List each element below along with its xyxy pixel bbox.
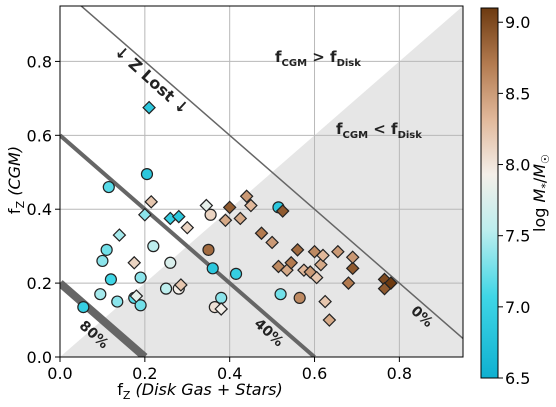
diamond-marker [199, 198, 214, 213]
diamond-marker [314, 257, 328, 272]
diamond-marker [341, 276, 356, 290]
diamond-marker [222, 200, 237, 215]
circle-marker [147, 240, 160, 253]
diamond-marker [384, 276, 398, 290]
circle-marker [104, 273, 118, 286]
x-tick-label: 0.2 [132, 364, 157, 383]
diamond-marker [239, 189, 254, 204]
diamond-marker [214, 302, 229, 316]
circle-marker [111, 295, 124, 308]
annotation-cgm-gt-disk: fCGM > fDisk [275, 48, 361, 69]
circle-marker [77, 301, 90, 314]
line-80pct-retained [60, 280, 148, 357]
x-tick-label: 0.0 [47, 364, 72, 383]
diamond-marker [112, 228, 127, 242]
y-tick-label: 0.4 [27, 200, 52, 219]
diamond-marker [309, 270, 324, 285]
diamond-marker [331, 244, 345, 259]
diamond-marker [171, 209, 186, 224]
diamond-marker [307, 244, 322, 259]
disk-dominated-region [60, 6, 463, 357]
diamond-marker [174, 278, 188, 292]
diamond-marker [254, 226, 269, 241]
circle-marker [229, 267, 243, 280]
circle-marker [134, 271, 147, 284]
diamond-marker [345, 261, 360, 276]
circle-marker [94, 288, 107, 301]
colorbar-gradient [480, 7, 499, 379]
circle-marker [140, 168, 154, 181]
diamond-marker [218, 213, 233, 228]
diamond-marker [275, 204, 290, 218]
colorbar-tick-label: 8.5 [505, 84, 530, 103]
circle-marker [164, 256, 177, 269]
diamond-marker [180, 220, 195, 235]
y-axis-title: fZ (CGM) [5, 146, 27, 214]
circle-marker [96, 254, 109, 268]
circle-marker [215, 291, 228, 304]
line-0pct-retained [80, 6, 463, 340]
diamond-marker [244, 198, 258, 213]
x-tick-label: 0.6 [302, 364, 327, 383]
x-axis-ticks: 0.0 0.2 0.4 0.6 0.8 [47, 357, 412, 383]
circle-marker [134, 299, 147, 312]
colorbar-tick-label: 6.5 [505, 369, 530, 388]
colorbar-tick-label: 8.0 [505, 156, 530, 175]
x-axis-title: fZ (Disk Gas + Stars) [117, 380, 282, 402]
circle-marker [274, 288, 287, 301]
plot-area [60, 6, 463, 357]
y-tick-label: 0.6 [27, 126, 52, 145]
circle-marker [204, 208, 217, 221]
metal-retention-lines [60, 6, 463, 357]
diamond-marker [290, 243, 305, 257]
diamond-marker [127, 255, 142, 270]
plot-frame [59, 5, 464, 358]
circle-marker [102, 180, 115, 194]
colorbar-tick-label: 7.0 [505, 298, 530, 317]
circle-marker [159, 282, 173, 295]
diamond-marker [345, 250, 360, 265]
x-tick-label: 0.4 [217, 364, 242, 383]
colorbar-tick-label: 9.0 [505, 13, 530, 32]
circle-marker [202, 243, 215, 256]
diamond-marker [137, 207, 152, 222]
diamond-marker [142, 100, 156, 115]
y-tick-label: 0.8 [27, 52, 52, 71]
diamond-marker [129, 289, 144, 303]
y-tick-label: 0.0 [27, 348, 52, 367]
diamond-marker [144, 194, 159, 209]
colorbar-label: log M*/M☉ [530, 154, 552, 232]
diamond-marker [265, 235, 279, 250]
diamond-marker [318, 294, 332, 309]
line-40pct-retained [60, 133, 316, 357]
colorbar-ticks: 6.5 7.0 7.5 8.0 8.5 9.0 [498, 13, 530, 388]
y-tick-label: 0.2 [27, 274, 52, 293]
diamond-marker [284, 255, 299, 270]
diamond-marker [322, 313, 337, 327]
circle-marker [293, 291, 306, 304]
diamond-marker [316, 248, 330, 263]
colorbar: 6.5 7.0 7.5 8.0 8.5 9.0 log M*/M☉ [480, 7, 552, 388]
colorbar-tick-label: 7.5 [505, 227, 530, 246]
circle-marker [206, 262, 219, 275]
x-tick-label: 0.8 [387, 364, 412, 383]
diamond-marker [233, 211, 248, 226]
circle-marker [100, 243, 113, 256]
data-markers [77, 100, 398, 327]
y-axis-ticks: 0.0 0.2 0.4 0.6 0.8 [27, 52, 60, 367]
